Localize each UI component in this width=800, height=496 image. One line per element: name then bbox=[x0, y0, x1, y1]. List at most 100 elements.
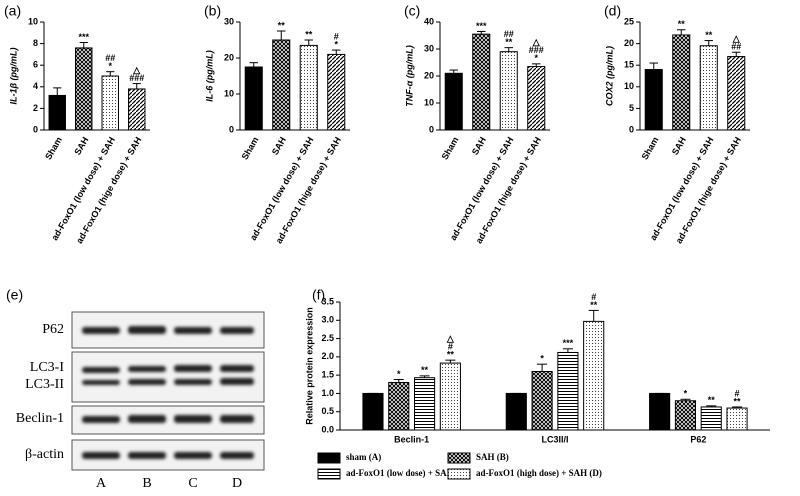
blot-frame bbox=[71, 351, 265, 403]
x-tick-label: Sham bbox=[240, 135, 261, 161]
x-tick-label: Beclin-1 bbox=[394, 434, 429, 444]
bar bbox=[75, 47, 93, 131]
y-tick-label: 1.5 bbox=[321, 370, 334, 380]
y-tick-label: 3.0 bbox=[321, 315, 334, 325]
legend-label: ad-FoxO1 (high dose) + SAH (D) bbox=[476, 468, 602, 478]
y-tick-label: 40 bbox=[424, 16, 434, 26]
significance-label: ** bbox=[708, 395, 716, 405]
significance-label: # bbox=[591, 292, 596, 302]
significance-label: * bbox=[534, 53, 538, 63]
bar bbox=[128, 88, 146, 131]
y-tick-label: 30 bbox=[424, 43, 434, 53]
y-tick-label: 2 bbox=[33, 103, 38, 113]
significance-label: # bbox=[448, 342, 453, 352]
significance-label: ** bbox=[678, 19, 686, 29]
panel-label: (e) bbox=[6, 287, 23, 303]
y-tick-label: 1.0 bbox=[321, 388, 334, 398]
blot-row-label: Beclin-1 bbox=[16, 411, 64, 426]
significance-label: ** bbox=[278, 20, 286, 30]
y-tick-label: 20 bbox=[624, 38, 634, 48]
bar bbox=[327, 53, 346, 131]
significance-label: △ bbox=[446, 334, 455, 344]
legend-label: ad-FoxO1 (low dose) + SAH (C) bbox=[346, 468, 468, 478]
y-tick-label: 20 bbox=[424, 70, 434, 80]
blot-lane-label: A bbox=[96, 476, 107, 491]
blot-row-label: β-actin bbox=[25, 447, 64, 462]
legend-swatch bbox=[447, 468, 471, 480]
bar bbox=[362, 392, 384, 431]
y-tick-label: 10 bbox=[28, 16, 38, 26]
bar bbox=[48, 94, 66, 131]
bar bbox=[531, 370, 553, 431]
panel-label: (f) bbox=[312, 287, 325, 303]
y-tick-label: 2.0 bbox=[321, 351, 334, 361]
bar bbox=[727, 56, 746, 131]
bar bbox=[444, 72, 463, 131]
panel-label: (d) bbox=[604, 3, 621, 19]
blot-lane-label: C bbox=[188, 476, 197, 491]
significance-label: * bbox=[540, 354, 544, 364]
y-axis-label: COX2 (pg/mL) bbox=[604, 46, 614, 106]
y-tick-label: 20 bbox=[224, 52, 234, 62]
x-tick-label: SAH bbox=[72, 135, 90, 156]
bar bbox=[557, 351, 579, 431]
significance-label: ## bbox=[105, 53, 115, 63]
y-tick-label: 0 bbox=[33, 124, 38, 134]
y-axis-label: Relative protein expression bbox=[304, 307, 314, 425]
bar bbox=[244, 66, 263, 131]
significance-label: ** bbox=[734, 396, 742, 406]
y-tick-label: 15 bbox=[624, 60, 634, 70]
blot-row-label: P62 bbox=[42, 322, 64, 337]
significance-label: ### bbox=[529, 45, 544, 55]
bar bbox=[499, 51, 518, 131]
y-tick-label: 25 bbox=[624, 16, 634, 26]
legend-swatch bbox=[317, 452, 341, 464]
y-tick-label: 6 bbox=[33, 60, 38, 70]
bar bbox=[672, 34, 691, 131]
x-tick-label: P62 bbox=[690, 434, 706, 444]
significance-label: △ bbox=[532, 37, 541, 47]
y-tick-label: 0.5 bbox=[321, 406, 334, 416]
significance-label: # bbox=[334, 31, 339, 41]
bar bbox=[388, 381, 410, 431]
blot-lane-label: B bbox=[142, 476, 151, 491]
y-tick-label: 8 bbox=[33, 38, 38, 48]
bar bbox=[700, 406, 722, 431]
bar bbox=[299, 44, 318, 131]
y-tick-label: 10 bbox=[624, 81, 634, 91]
panel-label: (b) bbox=[204, 3, 221, 19]
y-tick-label: 3.5 bbox=[321, 296, 334, 306]
y-tick-label: 0 bbox=[229, 124, 234, 134]
x-tick-label: Sham bbox=[43, 135, 64, 161]
x-tick-label: SAH bbox=[470, 135, 488, 156]
bar bbox=[414, 377, 436, 431]
legend-swatch bbox=[447, 452, 471, 464]
x-tick-label: Sham bbox=[640, 135, 661, 161]
y-tick-label: 5 bbox=[629, 103, 634, 113]
bar bbox=[101, 75, 119, 131]
y-axis-label: IL-1β (pg/mL) bbox=[8, 47, 18, 104]
blot-row-label: LC3-II bbox=[25, 377, 64, 392]
significance-label: △ bbox=[132, 65, 141, 75]
y-tick-label: 10 bbox=[424, 97, 434, 107]
significance-label: * bbox=[397, 369, 401, 379]
significance-label: # bbox=[735, 388, 740, 398]
significance-label: *** bbox=[563, 338, 574, 348]
significance-label: ## bbox=[504, 29, 514, 39]
significance-label: △ bbox=[732, 34, 741, 44]
bar bbox=[439, 362, 461, 431]
legend-swatch bbox=[317, 468, 341, 480]
x-tick-label: Sham bbox=[440, 135, 461, 161]
y-tick-label: 0 bbox=[629, 124, 634, 134]
x-tick-label: SAH bbox=[270, 135, 288, 156]
significance-label: ** bbox=[705, 30, 713, 40]
legend-label: sham (A) bbox=[346, 452, 381, 462]
legend-label: SAH (B) bbox=[476, 452, 509, 462]
significance-label: ** bbox=[590, 300, 598, 310]
significance-label: * bbox=[334, 39, 338, 49]
blot-row-label: LC3-I bbox=[30, 360, 65, 375]
significance-label: ## bbox=[731, 42, 741, 52]
y-tick-label: 0.0 bbox=[321, 424, 334, 434]
y-tick-label: 4 bbox=[33, 81, 38, 91]
